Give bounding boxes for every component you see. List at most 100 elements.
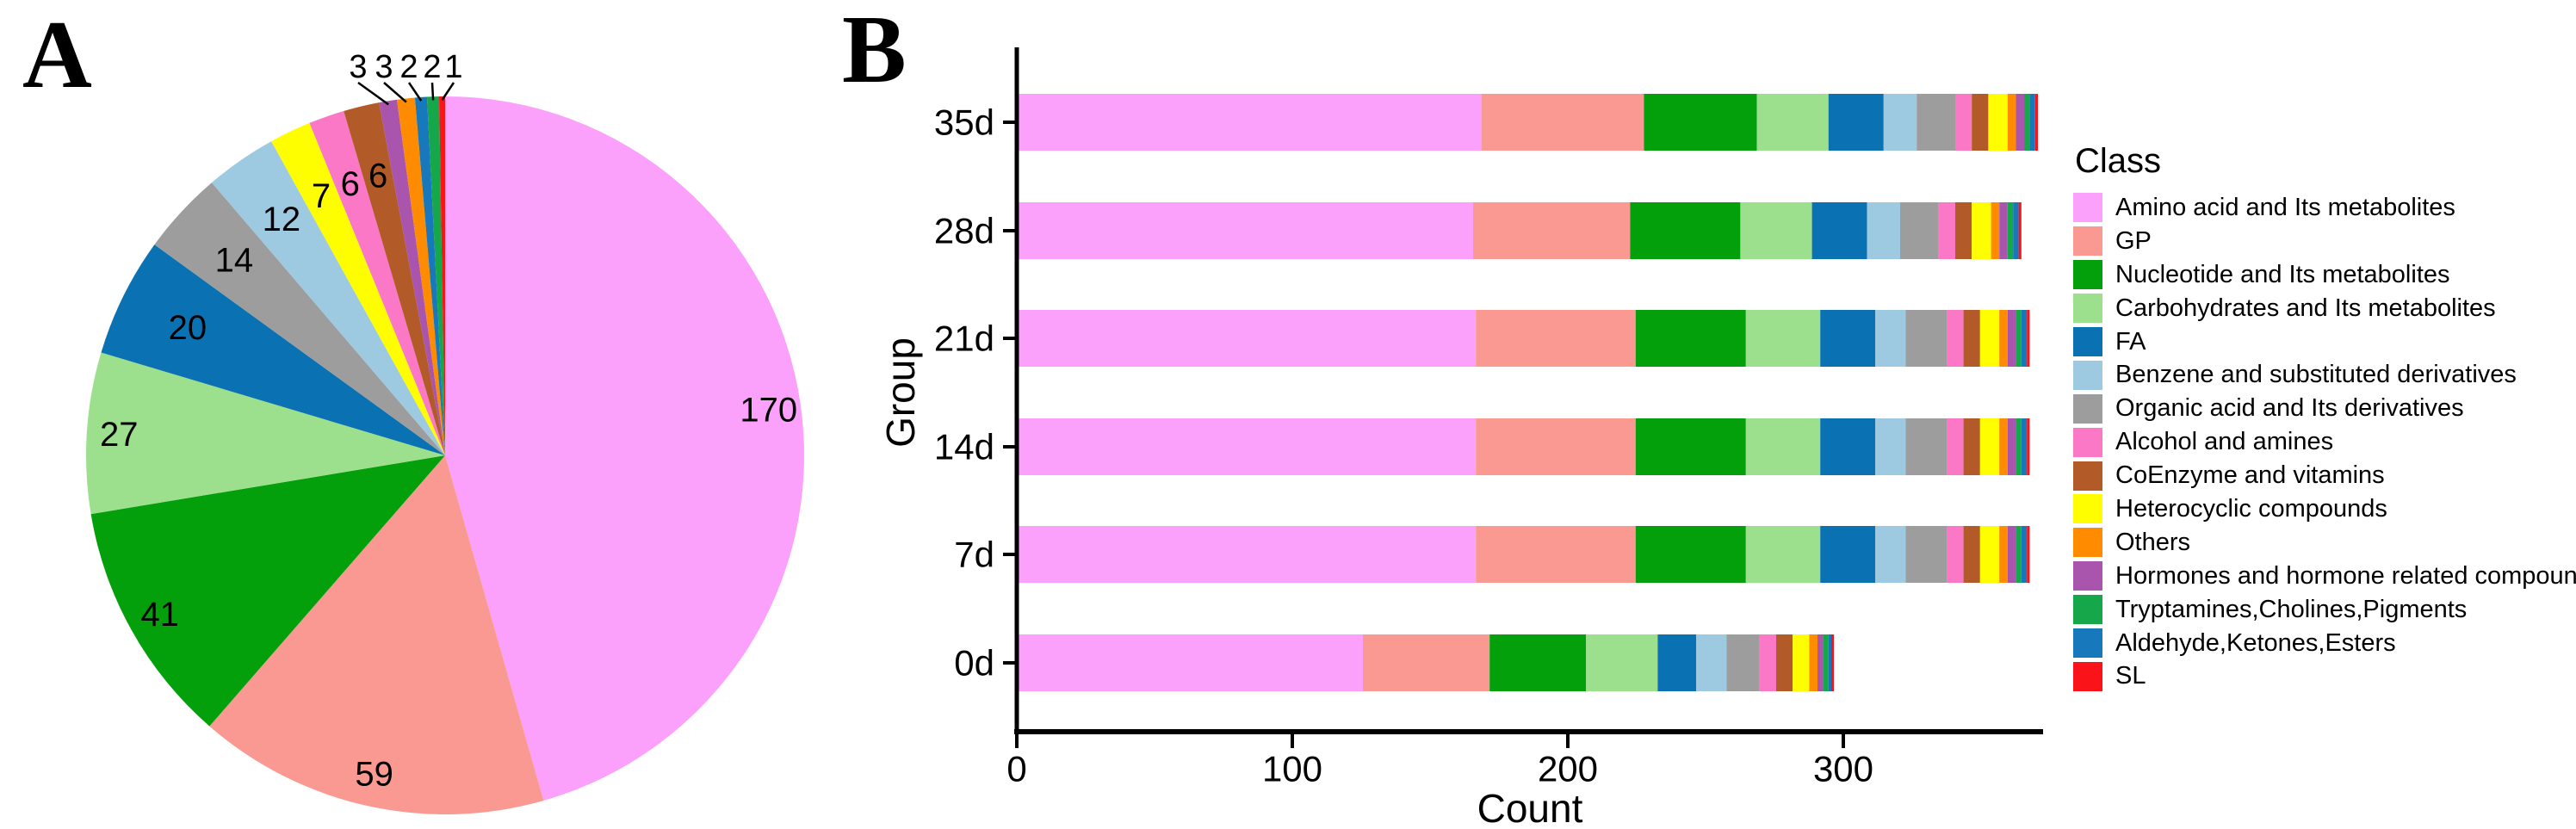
legend-swatch-carbohydrates-and-its-metabolites: [2073, 294, 2102, 324]
bar-segment-0d-sl: [1831, 634, 1835, 691]
legend-items: Amino acid and Its metabolites GP Nucleoti…: [2073, 191, 2576, 693]
pie-slice-benzene-and-substituted-derivatives: [211, 141, 446, 455]
bar-segment-21d-alcohol-and-amines: [1947, 310, 1964, 367]
bar-segment-28d-carbohydrates-and-its-metabolites: [1740, 202, 1812, 259]
bar-segment-14d-amino-acid-and-its-metabolites: [1019, 418, 1477, 475]
legend-item-carbohydrates-and-its-metabolites: Carbohydrates and Its metabolites: [2073, 292, 2576, 325]
bar-segment-14d-others: [1999, 418, 2008, 475]
bar-segment-0d-gp: [1363, 634, 1490, 691]
pie-slice-others: [396, 97, 445, 455]
bar-segment-0d-carbohydrates-and-its-metabolites: [1586, 634, 1658, 691]
bar-segment-21d-benzene-and-substituted-derivatives: [1875, 310, 1906, 367]
y-tick-label-21d: 21d: [934, 319, 994, 359]
pie-slice-carbohydrates-and-its-metabolites: [85, 352, 445, 515]
bar-segment-14d-heterocyclic-compounds: [1979, 418, 2000, 475]
pie-value-label: 7: [312, 177, 331, 215]
x-axis-title: Count: [1477, 786, 1583, 829]
bar-segment-7d-alcohol-and-amines: [1947, 526, 1964, 583]
bar-segment-21d-organic-acid-and-its-derivatives: [1905, 310, 1947, 367]
pie-value-label: 20: [169, 309, 207, 347]
bar-segment-21d-carbohydrates-and-its-metabolites: [1745, 310, 1821, 367]
x-tick-label: 200: [1538, 749, 1598, 789]
legend-swatch-fa: [2073, 327, 2102, 356]
legend-label: Others: [2115, 528, 2191, 556]
bar-segment-7d-tryptamines-cholines-pigments: [2016, 526, 2022, 583]
bar-segment-7d-amino-acid-and-its-metabolites: [1019, 526, 1477, 583]
y-tick-label-28d: 28d: [934, 211, 994, 251]
bar-segment-0d-coenzyme-and-vitamins: [1776, 634, 1793, 691]
bar-segment-0d-aldehyde-ketones-esters: [1828, 634, 1831, 691]
bar-segment-35d-organic-acid-and-its-derivatives: [1917, 94, 1955, 151]
bar-segment-35d-hormones-and-hormone-related-compounds: [2016, 94, 2024, 151]
legend-item-amino-acid-and-its-metabolites: Amino acid and Its metabolites: [2073, 191, 2576, 225]
pie-value-label: 27: [100, 416, 139, 454]
bar-segment-21d-sl: [2027, 310, 2030, 367]
bar-segment-35d-alcohol-and-amines: [1955, 94, 1972, 151]
legend-label: FA: [2115, 327, 2146, 356]
legend-label: Alcohol and amines: [2115, 428, 2334, 456]
bar-segment-21d-hormones-and-hormone-related-compounds: [2007, 310, 2016, 367]
bar-segment-28d-organic-acid-and-its-derivatives: [1900, 202, 1939, 259]
legend-item-sl: SL: [2073, 659, 2576, 693]
pie-slice-tryptamines-cholines-pigments: [426, 96, 445, 455]
y-tick-label-7d: 7d: [954, 535, 994, 575]
legend-swatch-amino-acid-and-its-metabolites: [2073, 193, 2102, 223]
pie-slice-coenzyme-and-vitamins: [344, 102, 445, 455]
y-tick-label-0d: 0d: [954, 643, 994, 684]
bar-segment-7d-hormones-and-hormone-related-compounds: [2007, 526, 2016, 583]
bar-segment-14d-organic-acid-and-its-derivatives: [1905, 418, 1947, 475]
bar-segment-14d-nucleotide-and-its-metabolites: [1635, 418, 1746, 475]
legend-swatch-tryptamines-cholines-pigments: [2073, 595, 2102, 625]
bar-segment-35d-fa: [1828, 94, 1884, 151]
pie-leader-line: [441, 82, 455, 101]
bar-segment-0d-others: [1809, 634, 1817, 691]
bar-segment-0d-hormones-and-hormone-related-compounds: [1817, 634, 1824, 691]
pie-slice-heterocyclic-compounds: [271, 122, 445, 455]
bar-segment-7d-fa: [1820, 526, 1876, 583]
legend-label: Organic acid and Its derivatives: [2115, 394, 2464, 423]
bar-segment-21d-heterocyclic-compounds: [1979, 310, 2000, 367]
bar-segment-28d-nucleotide-and-its-metabolites: [1630, 202, 1741, 259]
legend: Class Amino acid and Its metabolites GP Nu…: [2073, 142, 2576, 693]
pie-value-label: 59: [355, 755, 393, 793]
bar-segment-28d-coenzyme-and-vitamins: [1955, 202, 1972, 259]
bar-segment-14d-alcohol-and-amines: [1947, 418, 1964, 475]
legend-item-organic-acid-and-its-derivatives: Organic acid and Its derivatives: [2073, 392, 2576, 425]
bar-segment-28d-gp: [1473, 202, 1631, 259]
bar-segment-21d-aldehyde-ketones-esters: [2021, 310, 2028, 367]
pie-slice-aldehyde-ketones-esters: [414, 96, 445, 455]
pie-slice-fa: [101, 244, 445, 455]
legend-label: Heterocyclic compounds: [2115, 494, 2387, 523]
y-tick-label-14d: 14d: [934, 427, 994, 467]
pie-slice-sl: [438, 96, 445, 455]
legend-label: Nucleotide and Its metabolites: [2115, 260, 2450, 288]
legend-label: SL: [2115, 662, 2146, 690]
bar-segment-28d-hormones-and-hormone-related-compounds: [1999, 202, 2008, 259]
bar-segment-14d-hormones-and-hormone-related-compounds: [2007, 418, 2016, 475]
bar-segment-7d-organic-acid-and-its-derivatives: [1905, 526, 1947, 583]
pie-slice-gp: [209, 455, 544, 815]
legend-item-alcohol-and-amines: Alcohol and amines: [2073, 425, 2576, 459]
legend-item-benzene-and-substituted-derivatives: Benzene and substituted derivatives: [2073, 358, 2576, 392]
bar-segment-0d-fa: [1657, 634, 1697, 691]
bar-segment-0d-heterocyclic-compounds: [1793, 634, 1810, 691]
legend-label: Aldehyde,Ketones,Esters: [2115, 628, 2396, 657]
x-tick-label: 300: [1813, 749, 1873, 789]
legend-label: Carbohydrates and Its metabolites: [2115, 294, 2496, 322]
bar-segment-35d-coenzyme-and-vitamins: [1972, 94, 1989, 151]
legend-item-coenzyme-and-vitamins: CoEnzyme and vitamins: [2073, 459, 2576, 492]
legend-label: Tryptamines,Cholines,Pigments: [2115, 595, 2468, 623]
bar-segment-28d-tryptamines-cholines-pigments: [2007, 202, 2014, 259]
legend-item-nucleotide-and-its-metabolites: Nucleotide and Its metabolites: [2073, 258, 2576, 292]
pie-value-label: 12: [263, 201, 301, 238]
pie-leader-line: [357, 81, 389, 106]
bar-segment-0d-amino-acid-and-its-metabolites: [1019, 634, 1363, 691]
bar-segment-14d-gp: [1476, 418, 1636, 475]
legend-swatch-others: [2073, 528, 2102, 558]
bar-segment-0d-alcohol-and-amines: [1759, 634, 1776, 691]
legend-item-gp: GP: [2073, 225, 2576, 258]
legend-item-others: Others: [2073, 526, 2576, 560]
pie-value-label: 41: [140, 596, 179, 634]
bar-segment-35d-amino-acid-and-its-metabolites: [1019, 94, 1482, 151]
